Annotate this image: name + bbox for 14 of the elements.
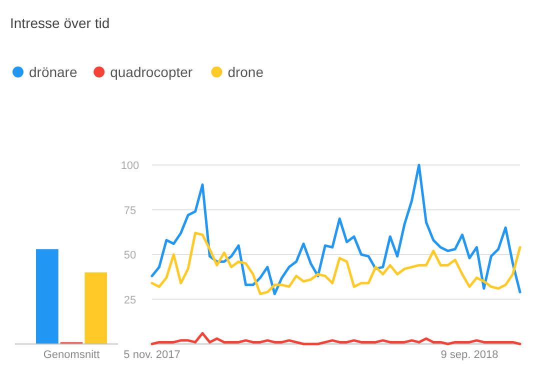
x-tick-label: 9 sep. 2018: [440, 349, 498, 361]
y-tick-label: 75: [124, 204, 136, 217]
legend-label: drönare: [29, 64, 78, 80]
legend-label: drone: [228, 64, 264, 80]
legend-label: quadrocopter: [110, 64, 193, 80]
x-tick-label: Genomsnitt: [43, 349, 100, 361]
chart-title: Intresse över tid: [10, 15, 110, 31]
line-series: [150, 332, 522, 346]
x-tick-label: 5 nov. 2017: [124, 349, 180, 361]
y-tick-label: 25: [124, 294, 136, 306]
line-series: [150, 232, 522, 296]
line-series: [150, 164, 522, 296]
y-tick-label: 50: [124, 250, 136, 262]
y-tick-label: 100: [120, 160, 140, 172]
